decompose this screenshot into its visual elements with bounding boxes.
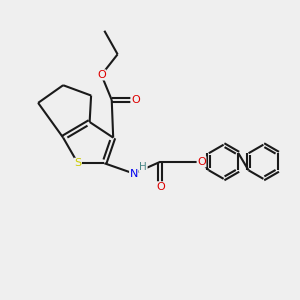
- Text: N: N: [130, 169, 138, 178]
- Text: O: O: [156, 182, 165, 192]
- Text: O: O: [97, 70, 106, 80]
- Text: H: H: [140, 162, 147, 172]
- Text: O: O: [131, 95, 140, 105]
- Text: O: O: [197, 157, 206, 167]
- Text: S: S: [74, 158, 81, 168]
